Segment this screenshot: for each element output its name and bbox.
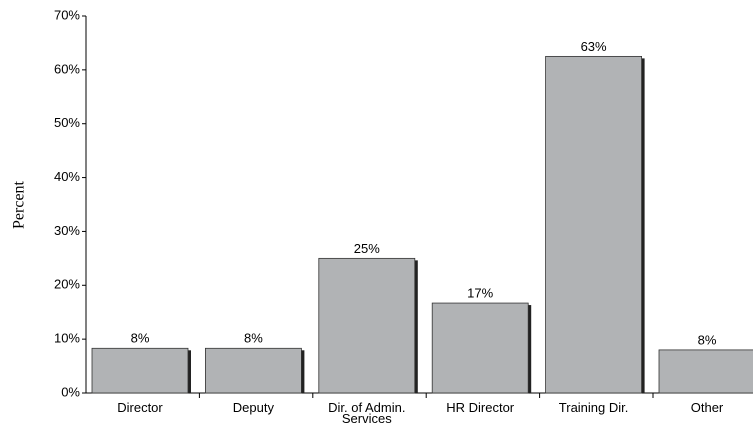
bar [204, 347, 302, 394]
x-tick-label: Dir. of Admin. Services [328, 400, 406, 426]
y-tick-label: 20% [54, 277, 80, 292]
value-label: 8% [131, 331, 150, 346]
bar [91, 347, 189, 394]
value-label: 63% [581, 39, 607, 54]
x-tick-label: Training Dir. [558, 400, 629, 415]
y-tick-label: 70% [54, 7, 80, 22]
y-tick-label: 30% [54, 223, 80, 238]
y-tick-label: 50% [54, 115, 80, 130]
bar [318, 257, 416, 394]
y-tick-label: 10% [54, 331, 80, 346]
y-tick-label: 0% [61, 384, 80, 399]
bar [431, 302, 529, 394]
bar [545, 55, 642, 394]
x-tick-label: HR Director [446, 400, 515, 415]
y-tick-label: 40% [54, 169, 80, 184]
y-tick-label: 60% [54, 61, 80, 76]
x-tick-label: Director [117, 400, 163, 415]
value-label: 25% [354, 241, 380, 256]
value-label: 8% [244, 331, 263, 346]
x-tick-label: Other [690, 400, 724, 415]
value-label: 17% [467, 285, 493, 300]
bar [658, 349, 753, 394]
x-tick-label: Deputy [232, 400, 274, 415]
value-label: 8% [698, 332, 717, 347]
y-axis-label: Percent [11, 180, 28, 229]
